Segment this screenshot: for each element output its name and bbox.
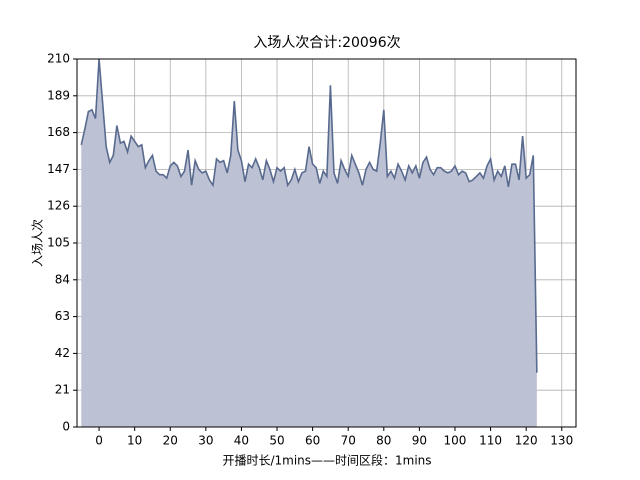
line [80,58,538,373]
y-tick-label: 42 [55,346,70,360]
y-tick-label: 168 [47,125,70,139]
x-tick-label: 10 [127,434,142,448]
x-tick-label: 130 [550,434,573,448]
chart-title: 入场人次合计:20096次 [253,35,400,51]
y-tick-label: 21 [55,383,70,397]
x-tick-label: 80 [376,434,391,448]
y-tick-label: 147 [47,162,70,176]
y-tick-label: 63 [55,309,70,323]
x-tick-label: 90 [412,434,427,448]
x-tick-label: 60 [305,434,320,448]
y-tick-label: 84 [55,272,70,286]
y-axis-label: 入场人次 [31,219,45,267]
x-tick-label: 30 [198,434,213,448]
x-tick-label: 50 [269,434,284,448]
y-tick-label: 126 [47,199,70,213]
plot-frame [76,58,577,428]
x-tick-label: 110 [479,434,502,448]
x-axis-label: 开播时长/1mins——时间区段：1mins [222,453,431,468]
y-tick-label: 105 [47,236,70,250]
x-tick-label: 40 [234,434,249,448]
x-tick-label: 20 [163,434,178,448]
x-tick-label: 120 [515,434,538,448]
y-tick-label: 0 [62,420,70,434]
x-tick-label: 0 [95,434,103,448]
x-tick-label: 100 [444,434,467,448]
y-tick-label: 189 [47,88,70,102]
area-fill [81,59,537,427]
y-tick-label: 210 [47,52,70,66]
x-tick-label: 70 [341,434,356,448]
